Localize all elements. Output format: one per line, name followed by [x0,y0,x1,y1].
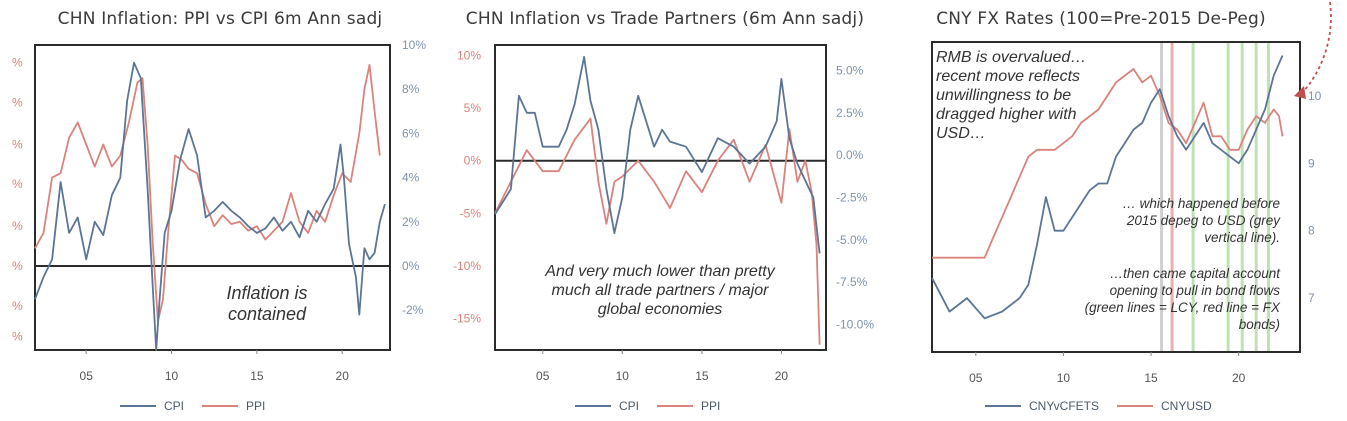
right-tick-label: -7.5% [836,275,868,289]
legend-label-ppi: PPI [246,399,266,413]
right-tick-label: 0% [402,259,420,273]
pointer-arrow-head [1294,86,1306,99]
x-tick-label: 20 [336,369,350,383]
x-tick-label: 15 [250,369,264,383]
chart-title: CHN Inflation vs Trade Partners (6m Ann … [465,9,865,29]
legend: CPI PPI [120,399,265,413]
legend-swatch-ppi [657,405,694,407]
right-tick-label: 4% [402,171,420,185]
left-tick-label: -5% [460,206,482,220]
left-tick-label: -10% [453,259,481,273]
legend-label-cnyvcfets: CNYvCFETS [1029,399,1100,413]
chart-title: CNY FX Rates (100=Pre-2015 De-Peg) [936,9,1266,29]
series-cpi-line [34,61,386,351]
annotation-capital-account: …then came capital account opening to pu… [1084,266,1280,332]
panel-trade-partners: CHN Inflation vs Trade Partners (6m Ann … [440,0,890,421]
legend-swatch-cpi [575,405,611,407]
legend-item-cpi: CPI [575,399,639,413]
series-ppi-line [34,64,381,323]
x-tick-label: 10 [616,369,630,383]
left-tick-label: % [12,330,23,344]
right-tick-label: 2% [402,215,420,229]
right-tick-label: 9 [1308,156,1315,170]
right-tick-label: 8% [402,82,420,96]
right-tick-label: 0.0% [836,148,864,162]
x-tick-label: 15 [1144,371,1158,385]
left-tick-label: % [12,299,23,313]
series-cpi-line [494,56,821,254]
annotation-rmb-overvalued: RMB is overvalued… recent move reflects … [936,49,1087,142]
series-ppi-line [494,117,821,345]
chart-title: CHN Inflation: PPI vs CPI 6m Ann sadj [57,9,383,29]
plot-frame [931,41,1301,353]
right-tick-label: -2.5% [836,191,868,205]
series-cnyvcfets-line [931,55,1284,320]
x-tick-label: 05 [969,371,983,385]
x-tick-label: 20 [1232,371,1246,385]
plot-frame [494,44,827,351]
legend-label-cpi: CPI [619,399,640,413]
right-tick-label: -10.0% [836,318,874,332]
right-tick-label: 10% [402,38,426,52]
panel-cny-fx: CNY FX Rates (100=Pre-2015 De-Peg) 10 9 8 7… [890,0,1347,421]
right-tick-label: 10 [1308,89,1322,103]
pointer-arrow [1299,1,1332,96]
x-tick-label: 05 [80,369,94,383]
left-tick-label: 5% [464,101,482,115]
legend-item-ppi: PPI [657,399,720,413]
legend-item-cpi: CPI [120,399,184,413]
left-tick-label: % [12,177,23,191]
x-tick-label: 05 [536,369,550,383]
right-tick-label: 5.0% [836,63,864,77]
legend-item-cnyvcfets: CNYvCFETS [985,399,1099,413]
annotation-inflation-contained: Inflation is contained [226,283,308,324]
plot-frame [34,44,391,351]
x-tick-label: 15 [695,369,709,383]
chart-ppi-vs-cpi: 10% 8% 6% 4% 2% 0% -2%%%%%%%%% 05 10 15 20 [12,38,426,383]
annotation-trade-partners: And very much lower than pretty much all… [545,263,775,318]
legend: CPI PPI [575,399,720,413]
right-tick-label: -5.0% [836,233,868,247]
legend-swatch-cpi [120,405,156,407]
series-cnyusd-line [932,68,1284,259]
legend-swatch-cnyusd [1117,405,1154,407]
legend: CNYvCFETS CNYUSD [985,399,1212,413]
left-tick-label: % [12,137,23,151]
annotation-depeg: … which happened before 2015 depeg to US… [1122,196,1280,245]
x-tick-label: 10 [165,369,179,383]
left-tick-label: % [12,259,23,273]
right-tick-label: 2.5% [836,106,864,120]
left-tick-label: -15% [453,311,481,325]
panel-ppi-vs-cpi: CHN Inflation: PPI vs CPI 6m Ann sadj 10… [0,0,440,421]
right-tick-label: 8 [1308,224,1315,238]
legend-item-ppi: PPI [202,399,265,413]
left-tick-label: % [12,95,23,109]
x-tick-label: 20 [775,369,789,383]
right-tick-label: 7 [1308,291,1315,305]
legend-label-ppi: PPI [701,399,721,413]
x-tick-label: 10 [1057,371,1071,385]
legend-label-cpi: CPI [164,399,185,413]
left-tick-label: % [12,219,23,233]
chart-trade-partners: 10% 5% 0% -5% -10% -15% 5.0% 2.5% 0.0% -2.5% -5.0%… [453,44,874,383]
left-tick-label: 10% [457,49,481,63]
legend-item-cnyusd: CNYUSD [1117,399,1212,413]
right-tick-label: 6% [402,126,420,140]
legend-swatch-cnyvcfets [985,405,1021,407]
right-tick-label: -2% [402,303,424,317]
chart-cny-fx: 10 9 8 7 05 10 15 20 [931,1,1332,385]
left-tick-label: % [12,56,23,70]
legend-label-cnyusd: CNYUSD [1161,399,1212,413]
legend-swatch-ppi [202,405,239,407]
left-tick-label: 0% [464,154,482,168]
